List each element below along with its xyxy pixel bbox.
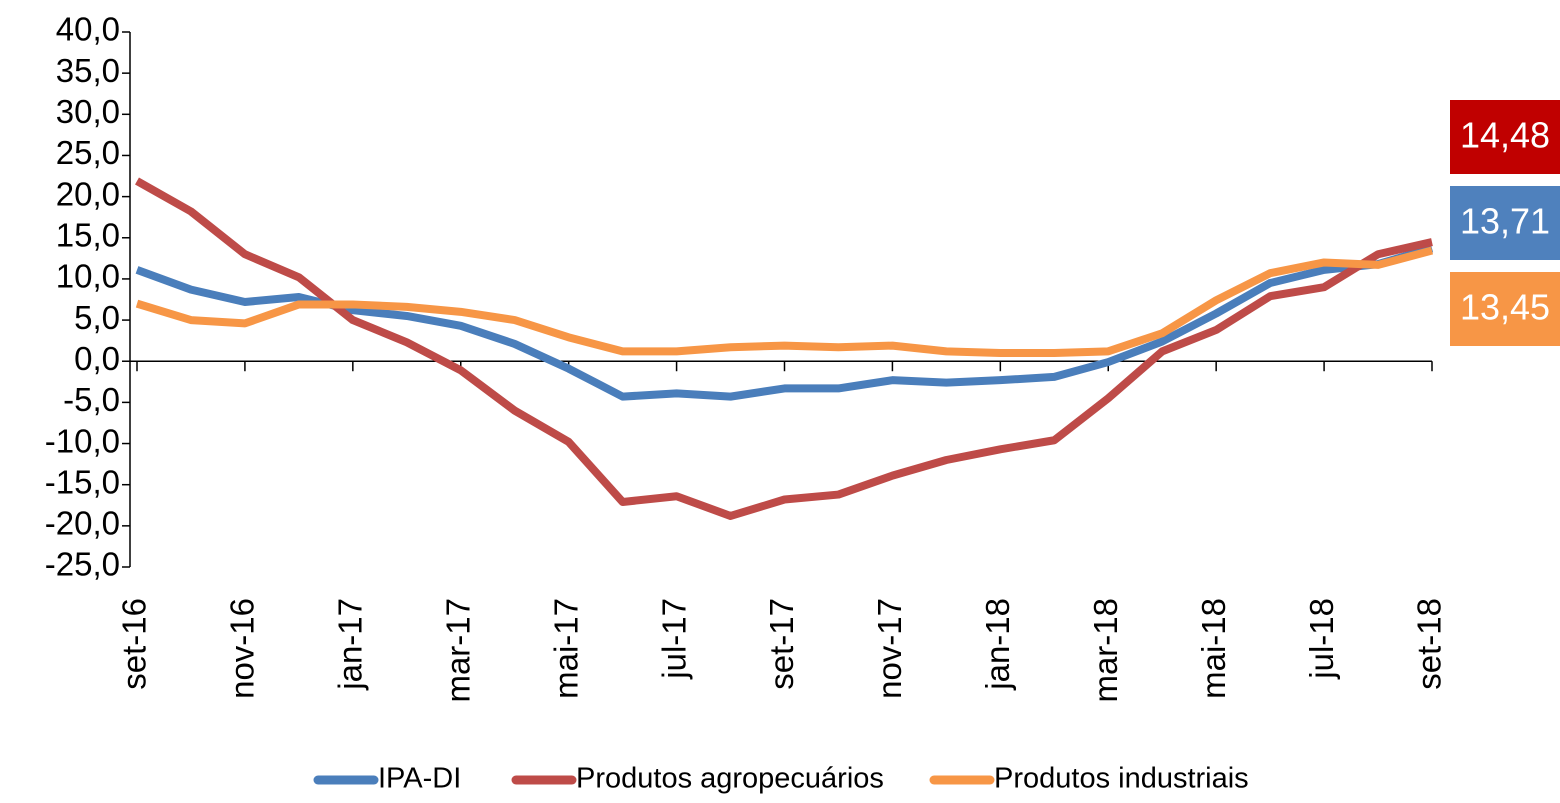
x-tick-label: set-18 [1411, 598, 1448, 690]
series-line [135, 246, 1434, 357]
y-tick-label: 10,0 [56, 258, 120, 295]
x-tick-label: mai-17 [547, 598, 584, 699]
x-tick-label: mar-18 [1087, 598, 1124, 703]
y-tick-label: 25,0 [56, 134, 120, 171]
end-badge: 14,48 [1450, 100, 1560, 174]
y-tick-label: -10,0 [45, 422, 120, 459]
x-tick-label: set-17 [763, 598, 800, 690]
legend-label: Produtos agropecuários [576, 763, 884, 795]
y-tick-label: -25,0 [45, 546, 120, 583]
end-badge: 13,71 [1450, 186, 1560, 260]
end-badge: 13,45 [1450, 272, 1560, 346]
y-tick-label: -5,0 [63, 381, 120, 418]
badge-label: 13,71 [1460, 201, 1550, 242]
x-tick-label: set-16 [116, 598, 153, 690]
y-tick-label: -20,0 [45, 505, 120, 542]
x-tick-label: jul-17 [655, 598, 692, 680]
y-tick-label: 15,0 [56, 216, 120, 253]
x-tick-label: jul-18 [1303, 598, 1340, 680]
y-tick-label: 40,0 [56, 11, 120, 48]
legend-label: IPA-DI [378, 763, 461, 795]
y-tick-label: 5,0 [74, 299, 120, 336]
x-tick-label: jan-18 [979, 598, 1016, 691]
legend-label: Produtos industriais [994, 763, 1249, 795]
y-tick-label: 20,0 [56, 175, 120, 212]
x-tick-label: nov-16 [224, 598, 261, 699]
badge-box [1450, 100, 1560, 174]
y-tick-label: 35,0 [56, 52, 120, 89]
badge-label: 13,45 [1460, 287, 1550, 328]
series-line [135, 177, 1433, 520]
y-tick-label: -15,0 [45, 463, 120, 500]
series-line [135, 244, 1434, 401]
x-tick-label: mai-18 [1195, 598, 1232, 699]
badge-box [1450, 186, 1560, 260]
badge-box [1450, 272, 1560, 346]
y-tick-label: 30,0 [56, 93, 120, 130]
y-tick-label: 0,0 [74, 340, 120, 377]
badge-label: 14,48 [1460, 115, 1550, 156]
x-tick-label: mar-17 [439, 598, 476, 703]
x-tick-label: jan-17 [332, 598, 369, 691]
x-tick-label: nov-17 [871, 598, 908, 699]
